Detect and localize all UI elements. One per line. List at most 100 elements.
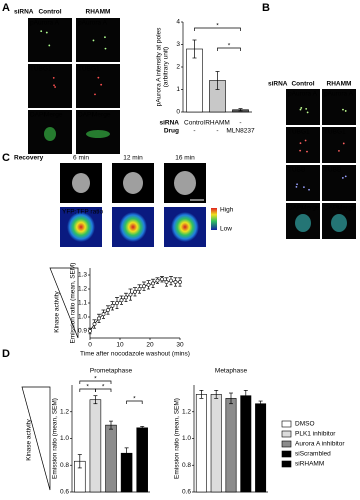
bar xyxy=(255,403,267,493)
y-tick-label: 1.3 xyxy=(78,272,87,279)
spot xyxy=(306,111,309,114)
y-axis-label: Emission ratio (mean, SEM) xyxy=(52,398,59,479)
ratio-cell xyxy=(171,212,199,242)
row-cell: RHAMM xyxy=(205,120,230,127)
ratio-cell xyxy=(67,212,95,242)
legend-swatch xyxy=(281,420,292,428)
micrograph xyxy=(286,165,320,201)
channel-label: pAurora A xyxy=(288,91,318,98)
kinase-triangle xyxy=(21,386,51,491)
spot xyxy=(308,188,310,191)
row-header: Recovery xyxy=(14,155,44,162)
channel-label: Merge xyxy=(44,112,63,119)
chart-title: Prometaphase xyxy=(90,368,133,375)
legend-swatch xyxy=(281,450,292,458)
channel-label: TUBB xyxy=(288,167,305,174)
nucleus xyxy=(44,127,56,141)
data-point xyxy=(92,322,97,326)
spot xyxy=(53,84,55,87)
spot xyxy=(299,108,302,111)
data-point xyxy=(151,281,155,286)
y-tick-label: 0.9 xyxy=(78,328,87,335)
legend-label: siRHAMM xyxy=(295,461,324,468)
row-cell: - xyxy=(193,128,195,135)
spot xyxy=(45,31,48,34)
spot xyxy=(305,107,308,110)
y-tick-label: 4 xyxy=(176,19,180,26)
data-point xyxy=(173,280,178,284)
data-point xyxy=(169,278,173,283)
channel-label: DAPI xyxy=(324,205,339,212)
y-axis-label: pAurora A intensity at poles xyxy=(156,27,163,107)
spot xyxy=(100,83,103,86)
bar xyxy=(120,452,133,493)
y-tick-label: 1.2 xyxy=(60,408,69,415)
y-tick-label: 1 xyxy=(176,86,180,93)
column-header: 16 min xyxy=(175,155,195,162)
data-point xyxy=(124,295,128,300)
legend-label: DMSO xyxy=(295,421,315,428)
cell xyxy=(123,172,143,194)
x-tick-label: 20 xyxy=(146,342,154,349)
spot xyxy=(40,30,43,33)
channel-label: Merge xyxy=(92,112,111,119)
micrograph xyxy=(28,64,72,108)
bar xyxy=(210,394,222,493)
y-tick-label: 1.2 xyxy=(182,408,191,415)
data-point xyxy=(115,301,119,305)
spot xyxy=(344,175,347,178)
bar xyxy=(186,48,203,113)
nucleus xyxy=(295,214,311,232)
spot xyxy=(338,150,340,152)
spot xyxy=(104,47,107,50)
spot xyxy=(52,76,55,79)
spot xyxy=(299,142,302,145)
y-tick-label: 1.0 xyxy=(182,435,191,442)
micrograph xyxy=(322,89,356,125)
channel-label: YFP:TFP ratio xyxy=(62,209,103,216)
bar xyxy=(136,427,148,493)
chart-title: Metaphase xyxy=(215,368,248,375)
spot xyxy=(300,107,303,109)
row-name: siRNA xyxy=(159,120,179,127)
y-axis-label: (arbitrary unit) xyxy=(163,47,170,87)
cell xyxy=(72,173,90,193)
x-tick-label: 0 xyxy=(88,342,92,349)
spot xyxy=(299,149,302,152)
y-tick-label: 3 xyxy=(176,41,180,48)
data-line xyxy=(89,278,180,332)
x-tick-label: 30 xyxy=(176,342,184,349)
significance-bracket xyxy=(95,388,112,392)
y-tick-label: 1.0 xyxy=(78,314,87,321)
spot xyxy=(344,110,347,112)
row-name: Drug xyxy=(164,128,179,135)
y-tick-label: 0.6 xyxy=(182,489,191,496)
row-header: siRNA xyxy=(14,9,34,16)
micrograph xyxy=(322,127,356,163)
micrograph xyxy=(28,18,72,62)
scale-label: Low xyxy=(220,226,232,233)
legend-label: Aurora A inhibitor xyxy=(295,441,345,448)
significance-star: * xyxy=(86,384,89,391)
data-point xyxy=(106,308,110,312)
data-point xyxy=(133,289,137,294)
spot xyxy=(342,108,344,111)
column-header: 12 min xyxy=(123,155,143,162)
column-header: 6 min xyxy=(73,155,89,162)
spot xyxy=(92,39,95,42)
channel-label: pAurora A xyxy=(324,91,354,98)
channel-label: TUBG1 xyxy=(324,129,346,136)
spot xyxy=(303,186,305,189)
y-tick-label: 0.8 xyxy=(60,462,69,469)
x-tick-label: 10 xyxy=(116,342,124,349)
panel-label: B xyxy=(262,2,270,14)
channel-label: DAPI xyxy=(78,112,93,119)
y-tick-label: 2 xyxy=(176,64,180,71)
data-point xyxy=(178,280,182,284)
row-cell: - xyxy=(216,128,218,135)
row-cell: MLN8237 xyxy=(226,128,255,135)
data-point xyxy=(160,277,164,282)
panel-label: C xyxy=(2,152,10,164)
